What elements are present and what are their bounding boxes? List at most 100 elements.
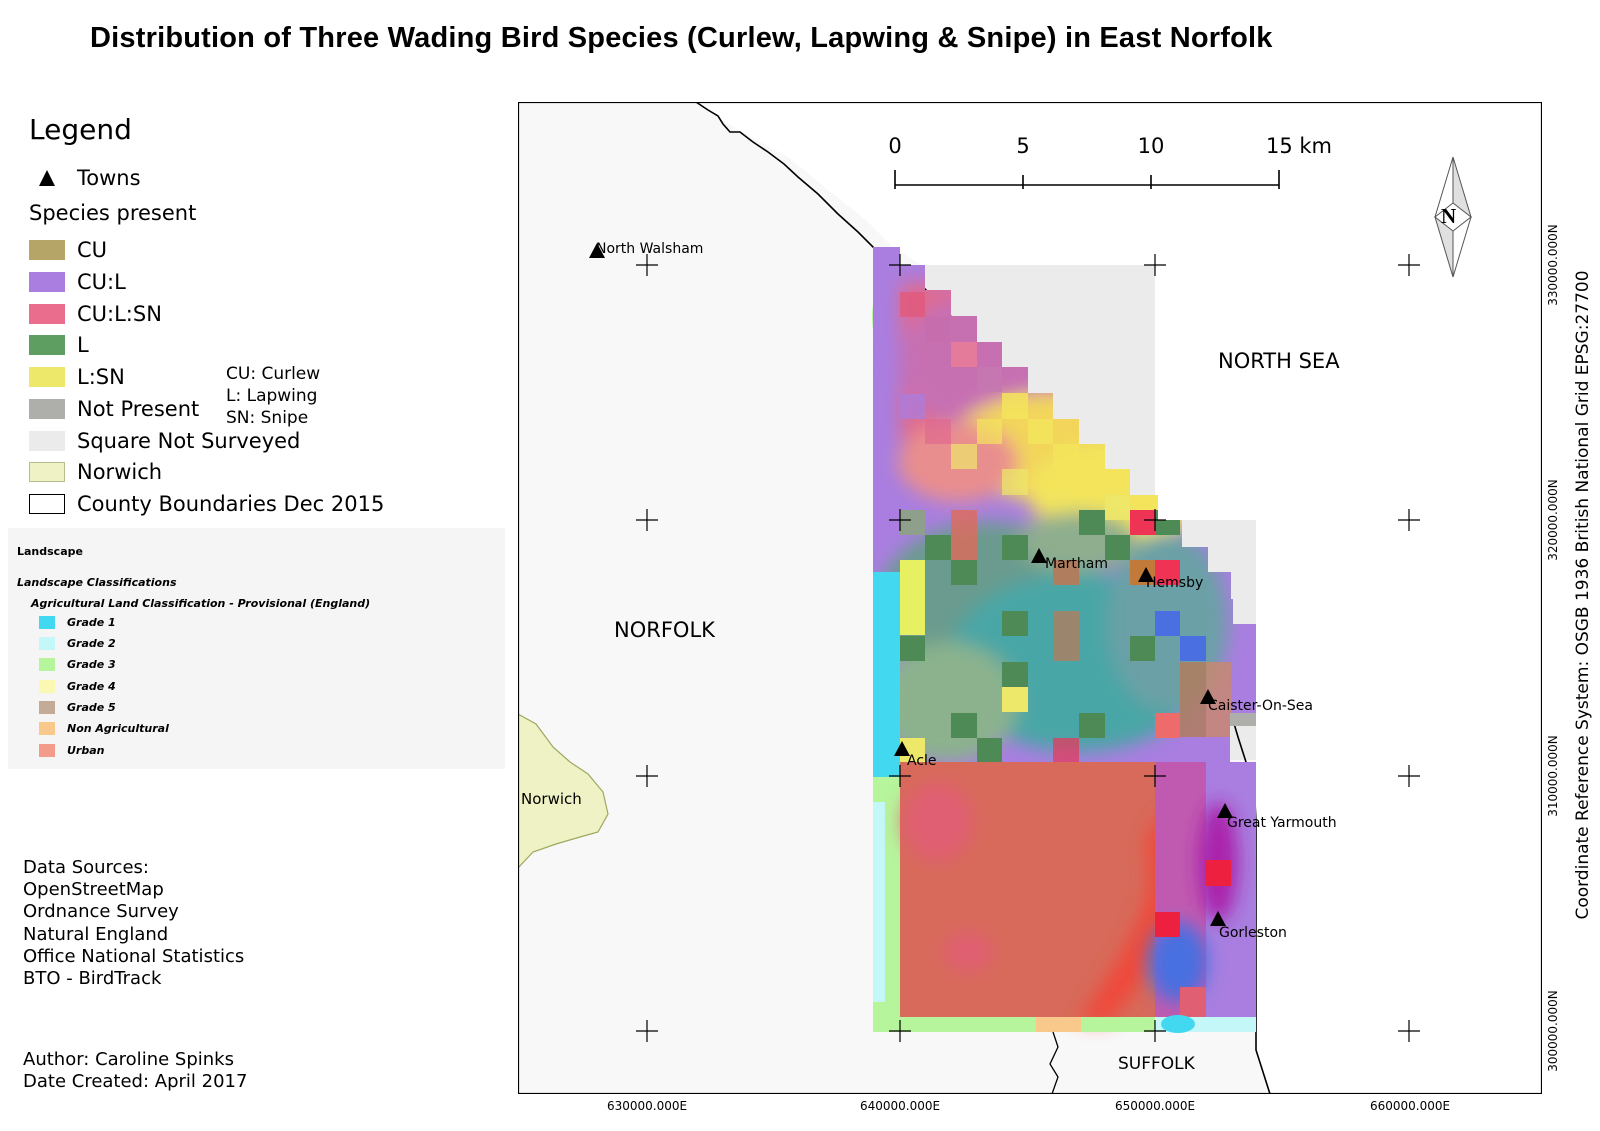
data-source-item: BTO - BirdTrack bbox=[23, 968, 162, 989]
legend-towns: Towns bbox=[29, 164, 141, 192]
town-triangle-icon bbox=[1210, 911, 1226, 926]
legend-item-label: CU:L bbox=[77, 270, 126, 294]
abbreviation-lapwing: L: Lapwing bbox=[226, 386, 318, 406]
legend-item-label: CU:L:SN bbox=[77, 302, 162, 326]
legend-item-label: CU bbox=[77, 238, 108, 262]
region-suffolk: SUFFOLK bbox=[1118, 1054, 1195, 1074]
abbreviation-snipe: SN: Snipe bbox=[226, 408, 309, 428]
town-label: Martham bbox=[1045, 556, 1108, 572]
legend-species-heading: Species present bbox=[29, 201, 197, 225]
grade-label: Grade 5 bbox=[67, 700, 116, 714]
legend-item-label: L:SN bbox=[77, 365, 125, 389]
legend-item: Norwich bbox=[29, 458, 162, 486]
grade-item: Grade 4 bbox=[39, 678, 116, 694]
map-title: Distribution of Three Wading Bird Specie… bbox=[90, 22, 1273, 54]
map-frame bbox=[518, 102, 1542, 1094]
grade-swatch bbox=[39, 721, 55, 735]
town-label: Gorleston bbox=[1219, 925, 1287, 941]
town-label: North Walsham bbox=[596, 241, 704, 257]
grade-item: Grade 2 bbox=[39, 635, 116, 651]
map-border bbox=[518, 102, 1542, 1094]
legend-item: L:SN bbox=[29, 363, 125, 391]
y-tick-label: 320000.000N bbox=[1546, 479, 1560, 561]
north-label: N bbox=[1441, 204, 1457, 228]
grade-item: Grade 3 bbox=[39, 656, 116, 672]
grade-label: Grade 1 bbox=[67, 615, 116, 629]
x-tick-label: 640000.000E bbox=[859, 1099, 941, 1113]
grade-swatch bbox=[39, 657, 55, 671]
suffolk-boundary bbox=[1049, 1031, 1059, 1094]
author: Author: Caroline Spinks bbox=[23, 1049, 234, 1070]
grade-swatch bbox=[39, 743, 55, 757]
legend-swatch bbox=[29, 431, 65, 451]
region-norfolk: NORFOLK bbox=[614, 618, 715, 642]
town-markers bbox=[589, 243, 1233, 926]
legend-swatch bbox=[29, 304, 65, 324]
grade-swatch bbox=[39, 636, 55, 650]
scale-label: 10 bbox=[1137, 134, 1165, 158]
data-source-item: Natural England bbox=[23, 924, 169, 945]
y-tick-label: 300000.000N bbox=[1546, 990, 1560, 1072]
legend-swatch bbox=[29, 335, 65, 355]
town-triangle-icon bbox=[589, 243, 605, 258]
legend-item: CU bbox=[29, 236, 107, 264]
legend-swatch bbox=[29, 399, 65, 419]
grade-swatch bbox=[39, 700, 55, 714]
north-arrow-icon bbox=[1434, 156, 1472, 278]
grade-item: Grade 1 bbox=[39, 614, 116, 630]
town-label: Great Yarmouth bbox=[1227, 815, 1337, 831]
legend-item: L bbox=[29, 331, 89, 359]
town-triangle-icon bbox=[1138, 567, 1154, 582]
data-source-item: Ordnance Survey bbox=[23, 901, 179, 922]
landscape-subtitle: Landscape Classifications bbox=[17, 576, 177, 589]
legend-item-label: Not Present bbox=[77, 397, 200, 421]
legend-item-label: Norwich bbox=[77, 460, 163, 484]
grade-swatch bbox=[39, 615, 55, 629]
grade-label: Grade 4 bbox=[67, 679, 116, 693]
legend-item-label: Square Not Surveyed bbox=[77, 429, 301, 453]
grade1-bottom bbox=[1161, 1015, 1195, 1033]
scale-label: 15 km bbox=[1265, 134, 1333, 158]
town-triangle-icon bbox=[894, 741, 910, 756]
town-label: Acle bbox=[907, 753, 937, 769]
legend-swatch bbox=[29, 367, 65, 387]
grade-label: Urban bbox=[67, 743, 105, 757]
legend-swatch bbox=[29, 494, 65, 514]
town-label: Caister-On-Sea bbox=[1208, 698, 1313, 714]
x-tick-label: 650000.000E bbox=[1114, 1099, 1196, 1113]
data-source-item: OpenStreetMap bbox=[23, 879, 164, 900]
non-agricultural-bottom bbox=[1036, 1017, 1081, 1032]
legend-item-label: County Boundaries Dec 2015 bbox=[77, 492, 385, 516]
town-triangle-icon bbox=[1200, 689, 1216, 704]
legend-swatch bbox=[29, 462, 65, 482]
legend-heading: Legend bbox=[29, 113, 132, 146]
legend-item: CU:L bbox=[29, 268, 126, 296]
abbreviation-curlew: CU: Curlew bbox=[226, 364, 321, 384]
legend-swatch bbox=[29, 240, 65, 260]
scale-label: 5 bbox=[1016, 134, 1030, 158]
norwich-area bbox=[518, 713, 609, 869]
grade-label: Non Agricultural bbox=[67, 721, 169, 735]
landscape-classification: Agricultural Land Classification - Provi… bbox=[31, 597, 371, 610]
region-north-sea: NORTH SEA bbox=[1218, 349, 1340, 373]
x-tick-label: 660000.000E bbox=[1369, 1099, 1451, 1113]
crs-label: Coordinate Reference System: OSGB 1936 B… bbox=[1573, 270, 1593, 920]
legend-swatch bbox=[29, 272, 65, 292]
town-triangle-icon bbox=[1031, 548, 1047, 563]
grade-item: Grade 5 bbox=[39, 699, 116, 715]
legend-towns-label: Towns bbox=[77, 166, 141, 190]
north-sea-area bbox=[696, 102, 1542, 1094]
legend-item: Square Not Surveyed bbox=[29, 427, 300, 455]
legend-item: County Boundaries Dec 2015 bbox=[29, 490, 384, 518]
scale-bar bbox=[894, 170, 1280, 189]
legend-item: Not Present bbox=[29, 395, 199, 423]
grade-label: Grade 3 bbox=[67, 657, 116, 671]
town-triangle-icon bbox=[1217, 803, 1233, 818]
x-tick-label: 630000.000E bbox=[606, 1099, 688, 1113]
grid-crosses bbox=[636, 254, 1420, 1042]
y-tick-label: 330000.000N bbox=[1546, 224, 1560, 306]
grade3-bottom bbox=[900, 1017, 1155, 1032]
grade-label: Grade 2 bbox=[67, 636, 116, 650]
region-norwich: Norwich bbox=[521, 790, 582, 808]
date-created: Date Created: April 2017 bbox=[23, 1071, 248, 1092]
